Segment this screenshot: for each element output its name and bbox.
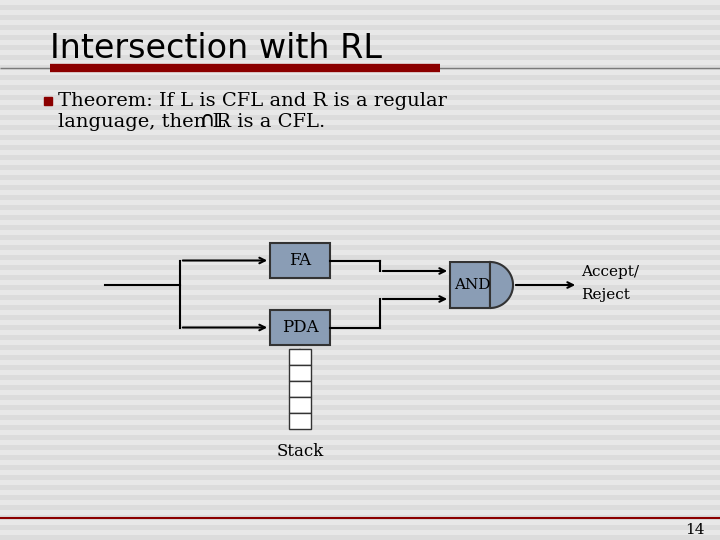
Text: 14: 14 [685,523,705,537]
Bar [0,220,720,225]
Bar [0,130,720,135]
Bar [0,290,720,295]
Bar [0,180,720,185]
Bar [0,530,720,535]
Text: language, then L: language, then L [58,113,251,131]
Text: Theorem: If L is CFL and R is a regular: Theorem: If L is CFL and R is a regular [58,92,447,110]
Text: Accept/: Accept/ [581,265,639,279]
Bar [0,20,720,25]
Bar [0,250,720,255]
Bar [0,340,720,345]
Bar [0,260,720,265]
Polygon shape [490,262,513,308]
Bar [0,280,720,285]
Bar [0,400,720,405]
Bar [0,320,720,325]
Bar [0,410,720,415]
Bar [0,90,720,95]
Bar [0,150,720,155]
Bar [0,430,720,435]
Bar [0,480,720,485]
Text: FA: FA [289,252,311,269]
Bar [289,397,311,413]
Text: AND: AND [454,278,490,292]
Bar [450,262,490,308]
Bar [0,440,720,445]
Bar [0,50,720,55]
Bar [0,460,720,465]
Bar [0,70,720,75]
Bar [0,380,720,385]
Text: Intersection with RL: Intersection with RL [50,31,382,64]
Bar [0,470,720,475]
Bar [289,381,311,397]
Bar [0,60,720,65]
Bar [0,80,720,85]
Text: ∩: ∩ [199,110,215,130]
Bar [0,420,720,425]
Bar [0,270,720,275]
Bar [0,170,720,175]
Bar [0,110,720,115]
Bar [289,349,311,365]
Bar [0,30,720,35]
Bar [0,350,720,355]
Bar [0,390,720,395]
Bar [0,0,720,5]
Bar [0,10,720,15]
Bar [0,40,720,45]
Bar [0,510,720,515]
Bar [0,190,720,195]
Bar [289,413,311,429]
Bar [0,120,720,125]
Bar [0,310,720,315]
Bar [0,100,720,105]
Bar [0,360,720,365]
Text: Reject: Reject [581,288,630,302]
Bar [44,97,52,105]
Bar [0,140,720,145]
Bar [0,490,720,495]
Bar [0,200,720,205]
Bar [0,210,720,215]
Bar [0,520,720,525]
Bar [289,365,311,381]
Bar [0,240,720,245]
Bar [0,370,720,375]
Bar [0,160,720,165]
Bar [0,300,720,305]
Bar [270,243,330,278]
Bar [0,330,720,335]
Text: Stack: Stack [276,443,323,460]
Bar [270,310,330,345]
Text: PDA: PDA [282,319,318,336]
Bar [0,230,720,235]
Bar [0,500,720,505]
Text: R is a CFL.: R is a CFL. [210,113,325,131]
Bar [0,450,720,455]
